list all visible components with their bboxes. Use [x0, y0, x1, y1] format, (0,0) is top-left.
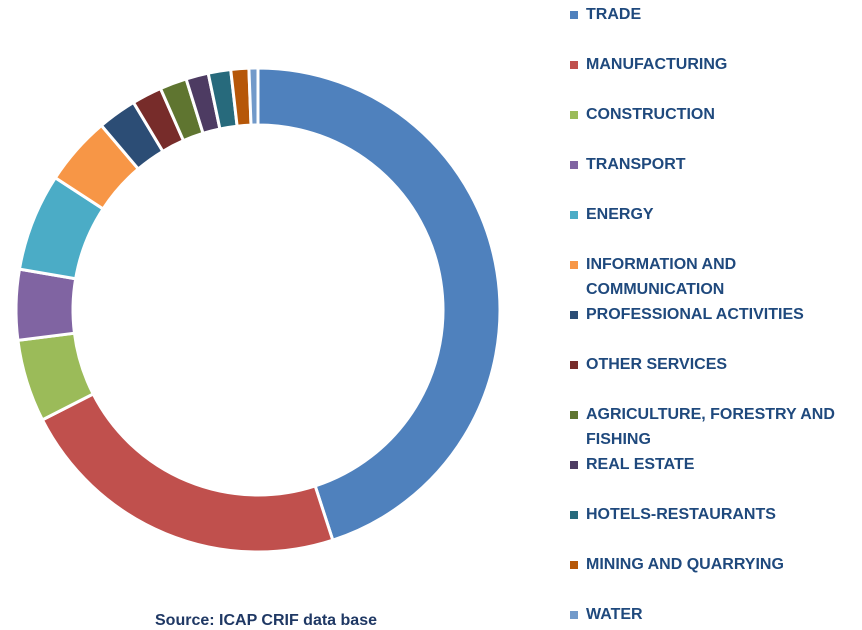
legend-label: REAL ESTATE: [586, 456, 695, 473]
legend-item: MANUFACTURING: [570, 52, 860, 77]
legend-swatch: [570, 261, 578, 269]
donut-segment: [256, 66, 502, 543]
legend-item: OTHER SERVICES: [570, 352, 860, 377]
legend-item: AGRICULTURE, FORESTRY AND FISHING: [570, 402, 860, 452]
source-note: Source: ICAP CRIF data base: [155, 612, 377, 629]
legend-label: PROFESSIONAL ACTIVITIES: [586, 306, 804, 323]
legend-swatch: [570, 361, 578, 369]
legend-item: HOTELS-RESTAURANTS: [570, 502, 860, 527]
legend-swatch: [570, 461, 578, 469]
donut-segment: [40, 391, 335, 554]
legend-swatch: [570, 561, 578, 569]
legend-item: TRADE: [570, 2, 860, 27]
donut-segment: [247, 66, 260, 127]
legend-label: TRANSPORT: [586, 156, 686, 173]
legend-label: INFORMATION AND COMMUNICATION: [586, 256, 737, 298]
legend-item: PROFESSIONAL ACTIVITIES: [570, 302, 860, 327]
legend-item: REAL ESTATE: [570, 452, 860, 477]
legend-swatch: [570, 611, 578, 619]
legend-swatch: [570, 411, 578, 419]
legend-swatch: [570, 61, 578, 69]
legend-item: TRANSPORT: [570, 152, 860, 177]
legend-item: INFORMATION AND COMMUNICATION: [570, 252, 860, 302]
legend-swatch: [570, 161, 578, 169]
chart: [14, 66, 502, 554]
legend-label: MINING AND QUARRYING: [586, 556, 784, 573]
donut-segment: [14, 267, 78, 343]
legend-label: TRADE: [586, 6, 642, 23]
legend-swatch: [570, 311, 578, 319]
legend-label: AGRICULTURE, FORESTRY AND FISHING: [586, 406, 835, 448]
legend-label: ENERGY: [586, 206, 654, 223]
legend-item: ENERGY: [570, 202, 860, 227]
legend-label: OTHER SERVICES: [586, 356, 728, 373]
legend-label: HOTELS-RESTAURANTS: [586, 506, 776, 523]
legend-item: WATER: [570, 602, 860, 627]
legend-item: MINING AND QUARRYING: [570, 552, 860, 577]
legend-label: WATER: [586, 606, 643, 623]
legend-label: MANUFACTURING: [586, 56, 728, 73]
legend-swatch: [570, 111, 578, 119]
legend-label: CONSTRUCTION: [586, 106, 715, 123]
legend-swatch: [570, 211, 578, 219]
legend-item: CONSTRUCTION: [570, 102, 860, 127]
legend-swatch: [570, 11, 578, 19]
legend-swatch: [570, 511, 578, 519]
